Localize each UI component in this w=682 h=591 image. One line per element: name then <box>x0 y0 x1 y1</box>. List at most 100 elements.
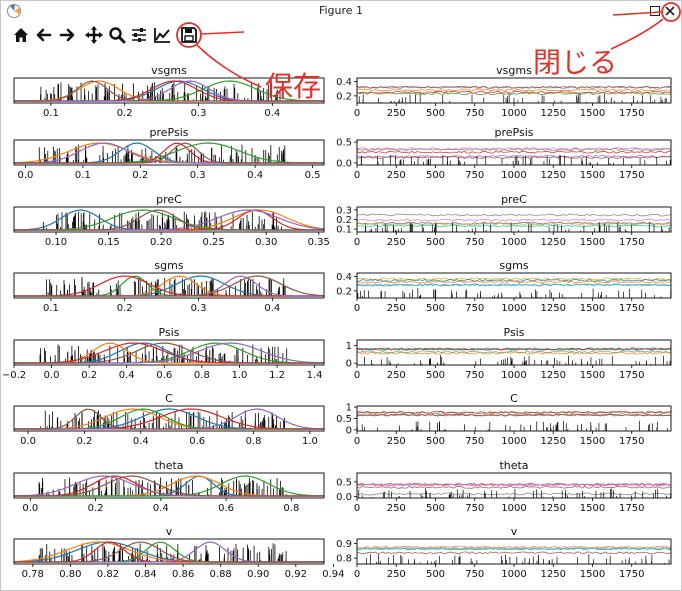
x-tick-label: 250 <box>387 503 406 514</box>
x-tick-label: 1250 <box>541 436 566 447</box>
plot-area <box>13 475 325 497</box>
title-bar: Figure 1 <box>1 1 681 21</box>
subplot-v-density: v 0.78 0.80 0.82 0.84 0.86 0.88 0.90 0.92 0.94 <box>13 525 345 580</box>
save-button[interactable] <box>179 25 199 45</box>
trace-line <box>356 277 671 281</box>
x-tick-label: 1250 <box>541 303 566 314</box>
x-tick-label: 0.8 <box>246 436 262 447</box>
y-tick-label: 0.4 <box>336 77 352 88</box>
x-tick-label: 1250 <box>541 237 566 248</box>
trace-line <box>356 410 672 414</box>
x-tick-label: 0.10 <box>45 237 67 248</box>
edit-axes-button[interactable] <box>152 25 172 45</box>
arrow-right-icon <box>59 28 75 42</box>
subplot-title: sgms <box>154 259 183 272</box>
maximize-icon[interactable] <box>649 5 661 17</box>
subplot-Psis-density: Psis −0.2 0.0 0.2 0.4 0.6 0.8 1.0 1.2 1.4 <box>2 326 325 381</box>
x-tick-label: 0.88 <box>210 569 232 580</box>
y-tick-label: 0.3 <box>336 205 352 216</box>
plot-area <box>14 275 325 297</box>
subplot-Psis-trace: Psis 0 1 0 250 500 750 1000 1250 1500 1750 <box>346 326 672 381</box>
subplot-title: vsgms <box>151 64 187 77</box>
subplot-sgms-density: sgms 0.1 0.2 0.3 0.4 <box>13 259 325 314</box>
close-icon[interactable] <box>664 5 676 17</box>
zoom-button[interactable] <box>107 25 127 45</box>
home-button[interactable] <box>11 25 31 45</box>
save-annotation-label: 保存 <box>265 70 322 103</box>
trace-line <box>356 351 672 355</box>
x-tick-label: 0.0 <box>22 503 38 514</box>
trace-line <box>356 413 672 417</box>
forward-button[interactable] <box>57 25 77 45</box>
x-tick-label: 0.84 <box>134 569 156 580</box>
subplot-prePsis-trace: prePsis 0.0 0.5 0 250 500 750 1000 1250 1500 1750 <box>336 126 672 181</box>
trace-line <box>356 551 672 555</box>
x-tick-label: 1500 <box>580 237 605 248</box>
y-tick-label: 0.5 <box>336 477 352 488</box>
x-tick-label: 0.3 <box>191 303 207 314</box>
trace-line <box>356 88 672 92</box>
subplot-title: Psis <box>504 326 525 339</box>
x-tick-label: 1500 <box>580 303 605 314</box>
x-tick-label: 500 <box>426 108 445 119</box>
y-tick-label: 0.2 <box>336 91 352 102</box>
subplot-vsgms-trace: vsgms 0.2 0.4 0 250 500 750 1000 1250 1500 1750 <box>336 64 672 119</box>
subplot-sgms-trace: sgms 0.2 0.4 0 250 500 750 1000 1250 1500 1750 <box>336 259 672 314</box>
density-curve <box>14 209 324 231</box>
x-tick-label: 750 <box>465 503 484 514</box>
home-icon <box>14 28 28 42</box>
x-tick-label: 500 <box>426 370 445 381</box>
trace-line <box>356 483 672 487</box>
x-tick-label: 250 <box>387 237 406 248</box>
y-tick-label: 0.9 <box>336 539 352 550</box>
subplot-title: sgms <box>499 259 528 272</box>
x-tick-label: 500 <box>426 503 445 514</box>
trace-line <box>356 546 672 550</box>
pan-button[interactable] <box>84 25 104 45</box>
trace-line <box>356 483 672 487</box>
density-curve <box>14 408 324 430</box>
density-curve <box>14 475 325 497</box>
x-tick-label: 750 <box>465 303 484 314</box>
x-tick-label: 250 <box>387 108 406 119</box>
y-tick-label: 0 <box>346 359 352 370</box>
y-tick-label: 1 <box>346 403 352 414</box>
x-tick-label: 0.0 <box>20 436 36 447</box>
trace-line <box>356 283 672 287</box>
subplot-theta-trace: theta 0.0 0.5 0 250 500 750 1000 1250 1500 1750 <box>336 459 672 514</box>
x-tick-label: 1000 <box>501 237 526 248</box>
x-tick-label: 0.4 <box>153 503 169 514</box>
subplots-button[interactable] <box>129 25 149 45</box>
plot-area <box>356 347 672 365</box>
x-tick-label: 1500 <box>580 436 605 447</box>
x-tick-label: 1750 <box>619 108 644 119</box>
x-tick-label: 0.90 <box>247 569 269 580</box>
x-tick-label: 1750 <box>619 436 644 447</box>
x-tick-label: 250 <box>387 303 406 314</box>
x-tick-label: 0.2 <box>132 170 148 181</box>
x-tick-label: 1000 <box>501 108 526 119</box>
x-tick-label: 1000 <box>501 436 526 447</box>
plot-area <box>356 482 672 498</box>
x-tick-label: 750 <box>465 108 484 119</box>
density-curve <box>14 342 324 364</box>
subplot-title: theta <box>499 459 528 472</box>
plot-area <box>356 213 672 232</box>
density-curve <box>14 475 324 497</box>
x-tick-label: 1250 <box>541 503 566 514</box>
x-tick-label: 1000 <box>501 569 526 580</box>
x-tick-label: 0.6 <box>189 436 205 447</box>
axes-frame <box>356 538 672 565</box>
x-tick-label: 1750 <box>619 370 644 381</box>
plot-area <box>13 142 324 164</box>
sliders-icon <box>132 28 146 42</box>
axes-frame <box>13 405 325 432</box>
x-tick-label: 1500 <box>580 503 605 514</box>
subplot-title: preC <box>501 193 527 206</box>
x-tick-label: 1.2 <box>269 370 285 381</box>
subplot-vsgms-density: vsgms 0.1 0.2 0.3 0.4 <box>13 64 325 119</box>
back-button[interactable] <box>34 25 54 45</box>
trace-line <box>356 492 672 496</box>
x-tick-label: 1000 <box>501 170 526 181</box>
